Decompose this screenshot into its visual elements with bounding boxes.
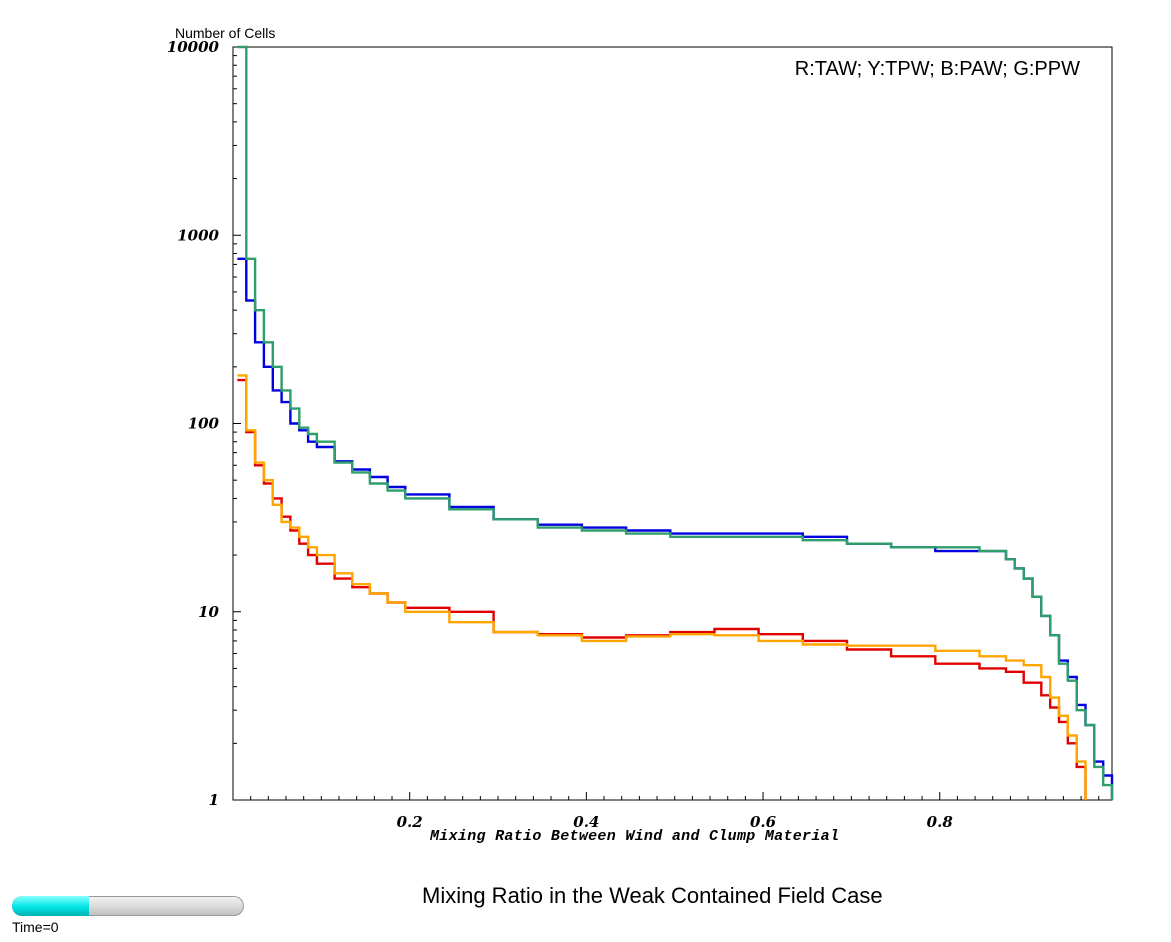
x-tick-label: 0.4	[573, 813, 599, 831]
plot-frame	[232, 46, 1113, 801]
time-slider-fill	[12, 896, 89, 916]
y-axis-title: Number of Cells	[175, 25, 276, 41]
series-line-ppw	[237, 45, 1114, 800]
series-layer	[237, 45, 1114, 800]
x-tick-label: 0.6	[750, 813, 777, 831]
x-tick-label: 0.8	[927, 813, 954, 831]
time-slider[interactable]	[12, 896, 244, 916]
x-axis-title: Mixing Ratio Between Wind and Clump Mate…	[430, 828, 840, 845]
series-line-tpw	[237, 374, 1087, 800]
legend: R:TAW; Y:TPW; B:PAW; G:PPW	[794, 58, 1080, 80]
chart-title: Mixing Ratio in the Weak Contained Field…	[422, 883, 883, 908]
y-tick-label: 1000	[177, 226, 219, 244]
y-tick-label: 10	[198, 603, 219, 621]
y-tick-label: 1	[209, 791, 219, 809]
y-tick-label: 100	[188, 415, 220, 433]
x-axis-ticks: 0.2 0.4 0.6 0.8	[250, 792, 1100, 831]
y-tick-label: 10000	[167, 38, 220, 56]
y-axis-ticks: 1 10 100 1000 10000	[167, 38, 241, 809]
x-tick-label: 0.2	[397, 813, 423, 831]
time-label: Time=0	[12, 919, 59, 935]
